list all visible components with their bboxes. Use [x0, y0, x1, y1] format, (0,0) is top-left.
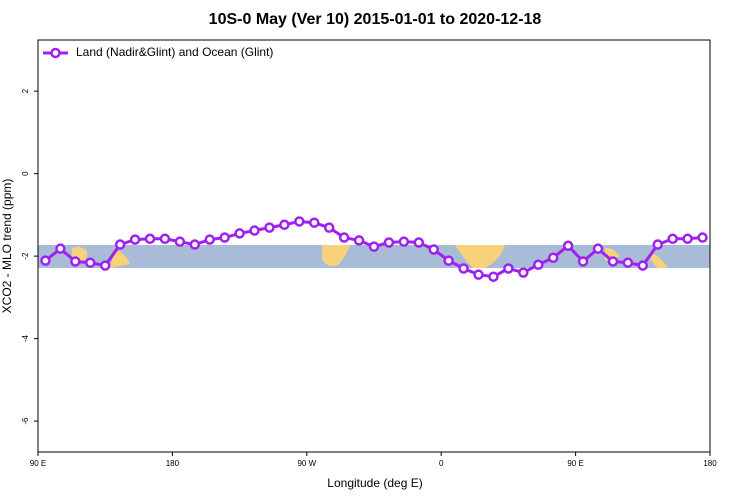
x-tick-label: 180: [166, 459, 180, 468]
point: [697, 232, 708, 243]
y-tick-label: 2: [21, 88, 30, 93]
point: [70, 256, 81, 267]
point: [428, 244, 439, 255]
y-tick-label: -4: [21, 334, 30, 342]
legend-label: Land (Nadir&Glint) and Ocean (Glint): [76, 45, 273, 59]
chart-title: 10S-0 May (Ver 10) 2015-01-01 to 2020-12…: [209, 11, 542, 28]
x-axis-label: Longitude (deg E): [327, 476, 422, 490]
point: [607, 256, 619, 267]
x-tick-label: 90 E: [30, 459, 46, 468]
point: [40, 255, 51, 266]
point: [503, 263, 514, 274]
point: [129, 234, 141, 245]
point: [323, 222, 335, 233]
point: [368, 241, 380, 252]
plot-frame: [37, 39, 711, 453]
point: [219, 232, 230, 243]
point: [249, 225, 260, 236]
point: [85, 257, 96, 268]
point: [159, 233, 171, 245]
point: [413, 237, 425, 248]
point: [99, 260, 111, 271]
x-tick-label: 180: [703, 459, 717, 468]
point: [592, 243, 604, 254]
point: [338, 232, 350, 243]
x-tick-label: 90 E: [567, 459, 583, 468]
point: [383, 237, 395, 248]
point: [562, 240, 574, 252]
point: [443, 255, 454, 266]
y-tick-label: -6: [21, 417, 30, 425]
legend: Land (Nadir&Glint) and Ocean (Glint): [43, 45, 273, 59]
point: [518, 267, 529, 278]
y-axis-label: XCO2 - MLO trend (ppm): [0, 179, 14, 314]
point: [622, 257, 634, 268]
point: [577, 256, 589, 267]
point: [55, 243, 66, 254]
x-tick-label: 90 W: [297, 459, 316, 468]
x-tick-label: 0: [439, 459, 444, 468]
point: [473, 269, 484, 280]
legend-marker: [50, 47, 61, 59]
y-tick-label: 0: [21, 171, 30, 176]
point: [264, 222, 275, 233]
y-tick-label: -2: [21, 252, 30, 260]
point: [458, 263, 469, 274]
point: [533, 259, 544, 271]
point: [174, 236, 186, 247]
point: [294, 216, 305, 227]
point: [144, 233, 156, 245]
point: [652, 239, 663, 250]
point: [279, 219, 290, 231]
point: [234, 228, 245, 239]
point: [204, 234, 215, 245]
point: [667, 233, 678, 245]
point: [114, 239, 126, 250]
point: [309, 217, 320, 228]
point: [637, 260, 649, 271]
point: [488, 271, 499, 282]
point: [547, 252, 559, 264]
point: [398, 236, 410, 247]
point: [682, 233, 693, 245]
point: [189, 239, 201, 250]
point: [353, 235, 365, 246]
